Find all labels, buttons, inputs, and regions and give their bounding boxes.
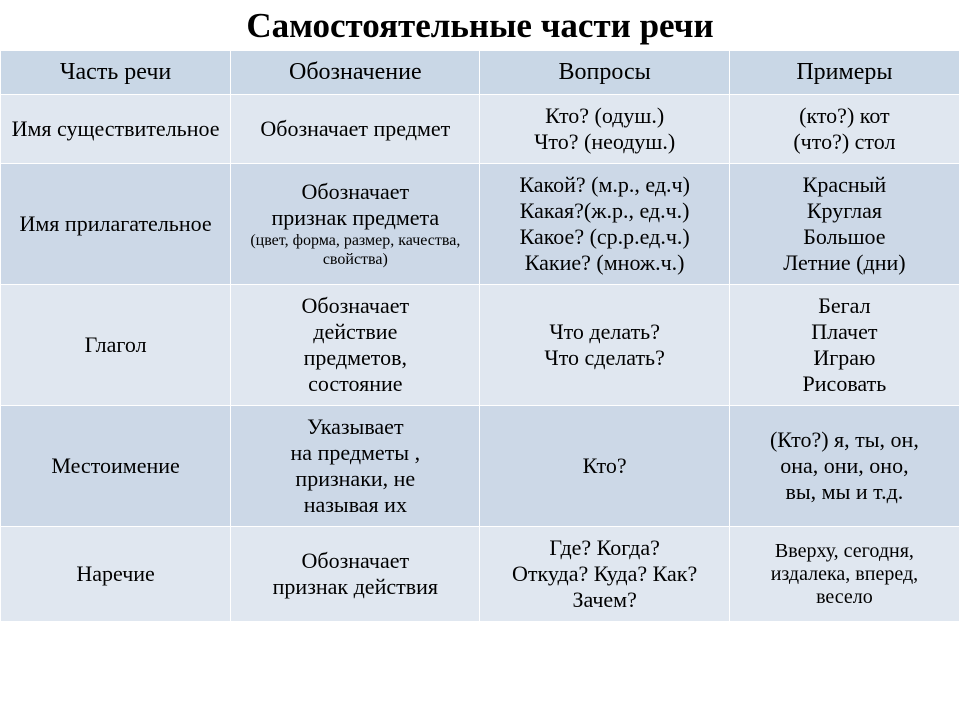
cell-examples: Вверху, сегодня,издалека, вперед,весело bbox=[729, 527, 959, 622]
header-part: Часть речи bbox=[1, 51, 231, 95]
cell-part: Глагол bbox=[1, 285, 231, 406]
cell-examples: КрасныйКруглаяБольшоеЛетние (дни) bbox=[729, 164, 959, 285]
cell-meaning: Обозначаетпризнак предмета (цвет, форма,… bbox=[231, 164, 480, 285]
page-title: Самостоятельные части речи bbox=[0, 0, 960, 50]
cell-questions: Где? Когда?Откуда? Куда? Как?Зачем? bbox=[480, 527, 729, 622]
cell-meaning: Указываетна предметы ,признаки, неназыва… bbox=[231, 406, 480, 527]
cell-examples: (кто?) кот(что?) стол bbox=[729, 95, 959, 164]
cell-examples: (Кто?) я, ты, он,она, они, оно,вы, мы и … bbox=[729, 406, 959, 527]
meaning-sub: (цвет, форма, размер, качества, свойства… bbox=[237, 231, 473, 269]
cell-questions: Кто? (одуш.)Что? (неодуш.) bbox=[480, 95, 729, 164]
header-questions: Вопросы bbox=[480, 51, 729, 95]
cell-meaning: Обозначает предмет bbox=[231, 95, 480, 164]
cell-meaning: Обозначаетдействиепредметов,состояние bbox=[231, 285, 480, 406]
cell-meaning: Обозначаетпризнак действия bbox=[231, 527, 480, 622]
cell-questions: Какой? (м.р., ед.ч)Какая?(ж.р., ед.ч.)Ка… bbox=[480, 164, 729, 285]
meaning-main: Обозначаетпризнак предмета bbox=[271, 179, 439, 230]
header-row: Часть речи Обозначение Вопросы Примеры bbox=[1, 51, 960, 95]
cell-questions: Кто? bbox=[480, 406, 729, 527]
cell-part: Имя существительное bbox=[1, 95, 231, 164]
cell-part: Имя прилагательное bbox=[1, 164, 231, 285]
table-row: Наречие Обозначаетпризнак действия Где? … bbox=[1, 527, 960, 622]
header-meaning: Обозначение bbox=[231, 51, 480, 95]
table-row: Имя прилагательное Обозначаетпризнак пре… bbox=[1, 164, 960, 285]
parts-of-speech-table: Часть речи Обозначение Вопросы Примеры И… bbox=[0, 50, 960, 622]
cell-questions: Что делать?Что сделать? bbox=[480, 285, 729, 406]
table-row: Глагол Обозначаетдействиепредметов,состо… bbox=[1, 285, 960, 406]
cell-part: Местоимение bbox=[1, 406, 231, 527]
header-examples: Примеры bbox=[729, 51, 959, 95]
table-row: Местоимение Указываетна предметы ,призна… bbox=[1, 406, 960, 527]
cell-examples: БегалПлачетИграюРисовать bbox=[729, 285, 959, 406]
table-row: Имя существительное Обозначает предмет К… bbox=[1, 95, 960, 164]
cell-part: Наречие bbox=[1, 527, 231, 622]
